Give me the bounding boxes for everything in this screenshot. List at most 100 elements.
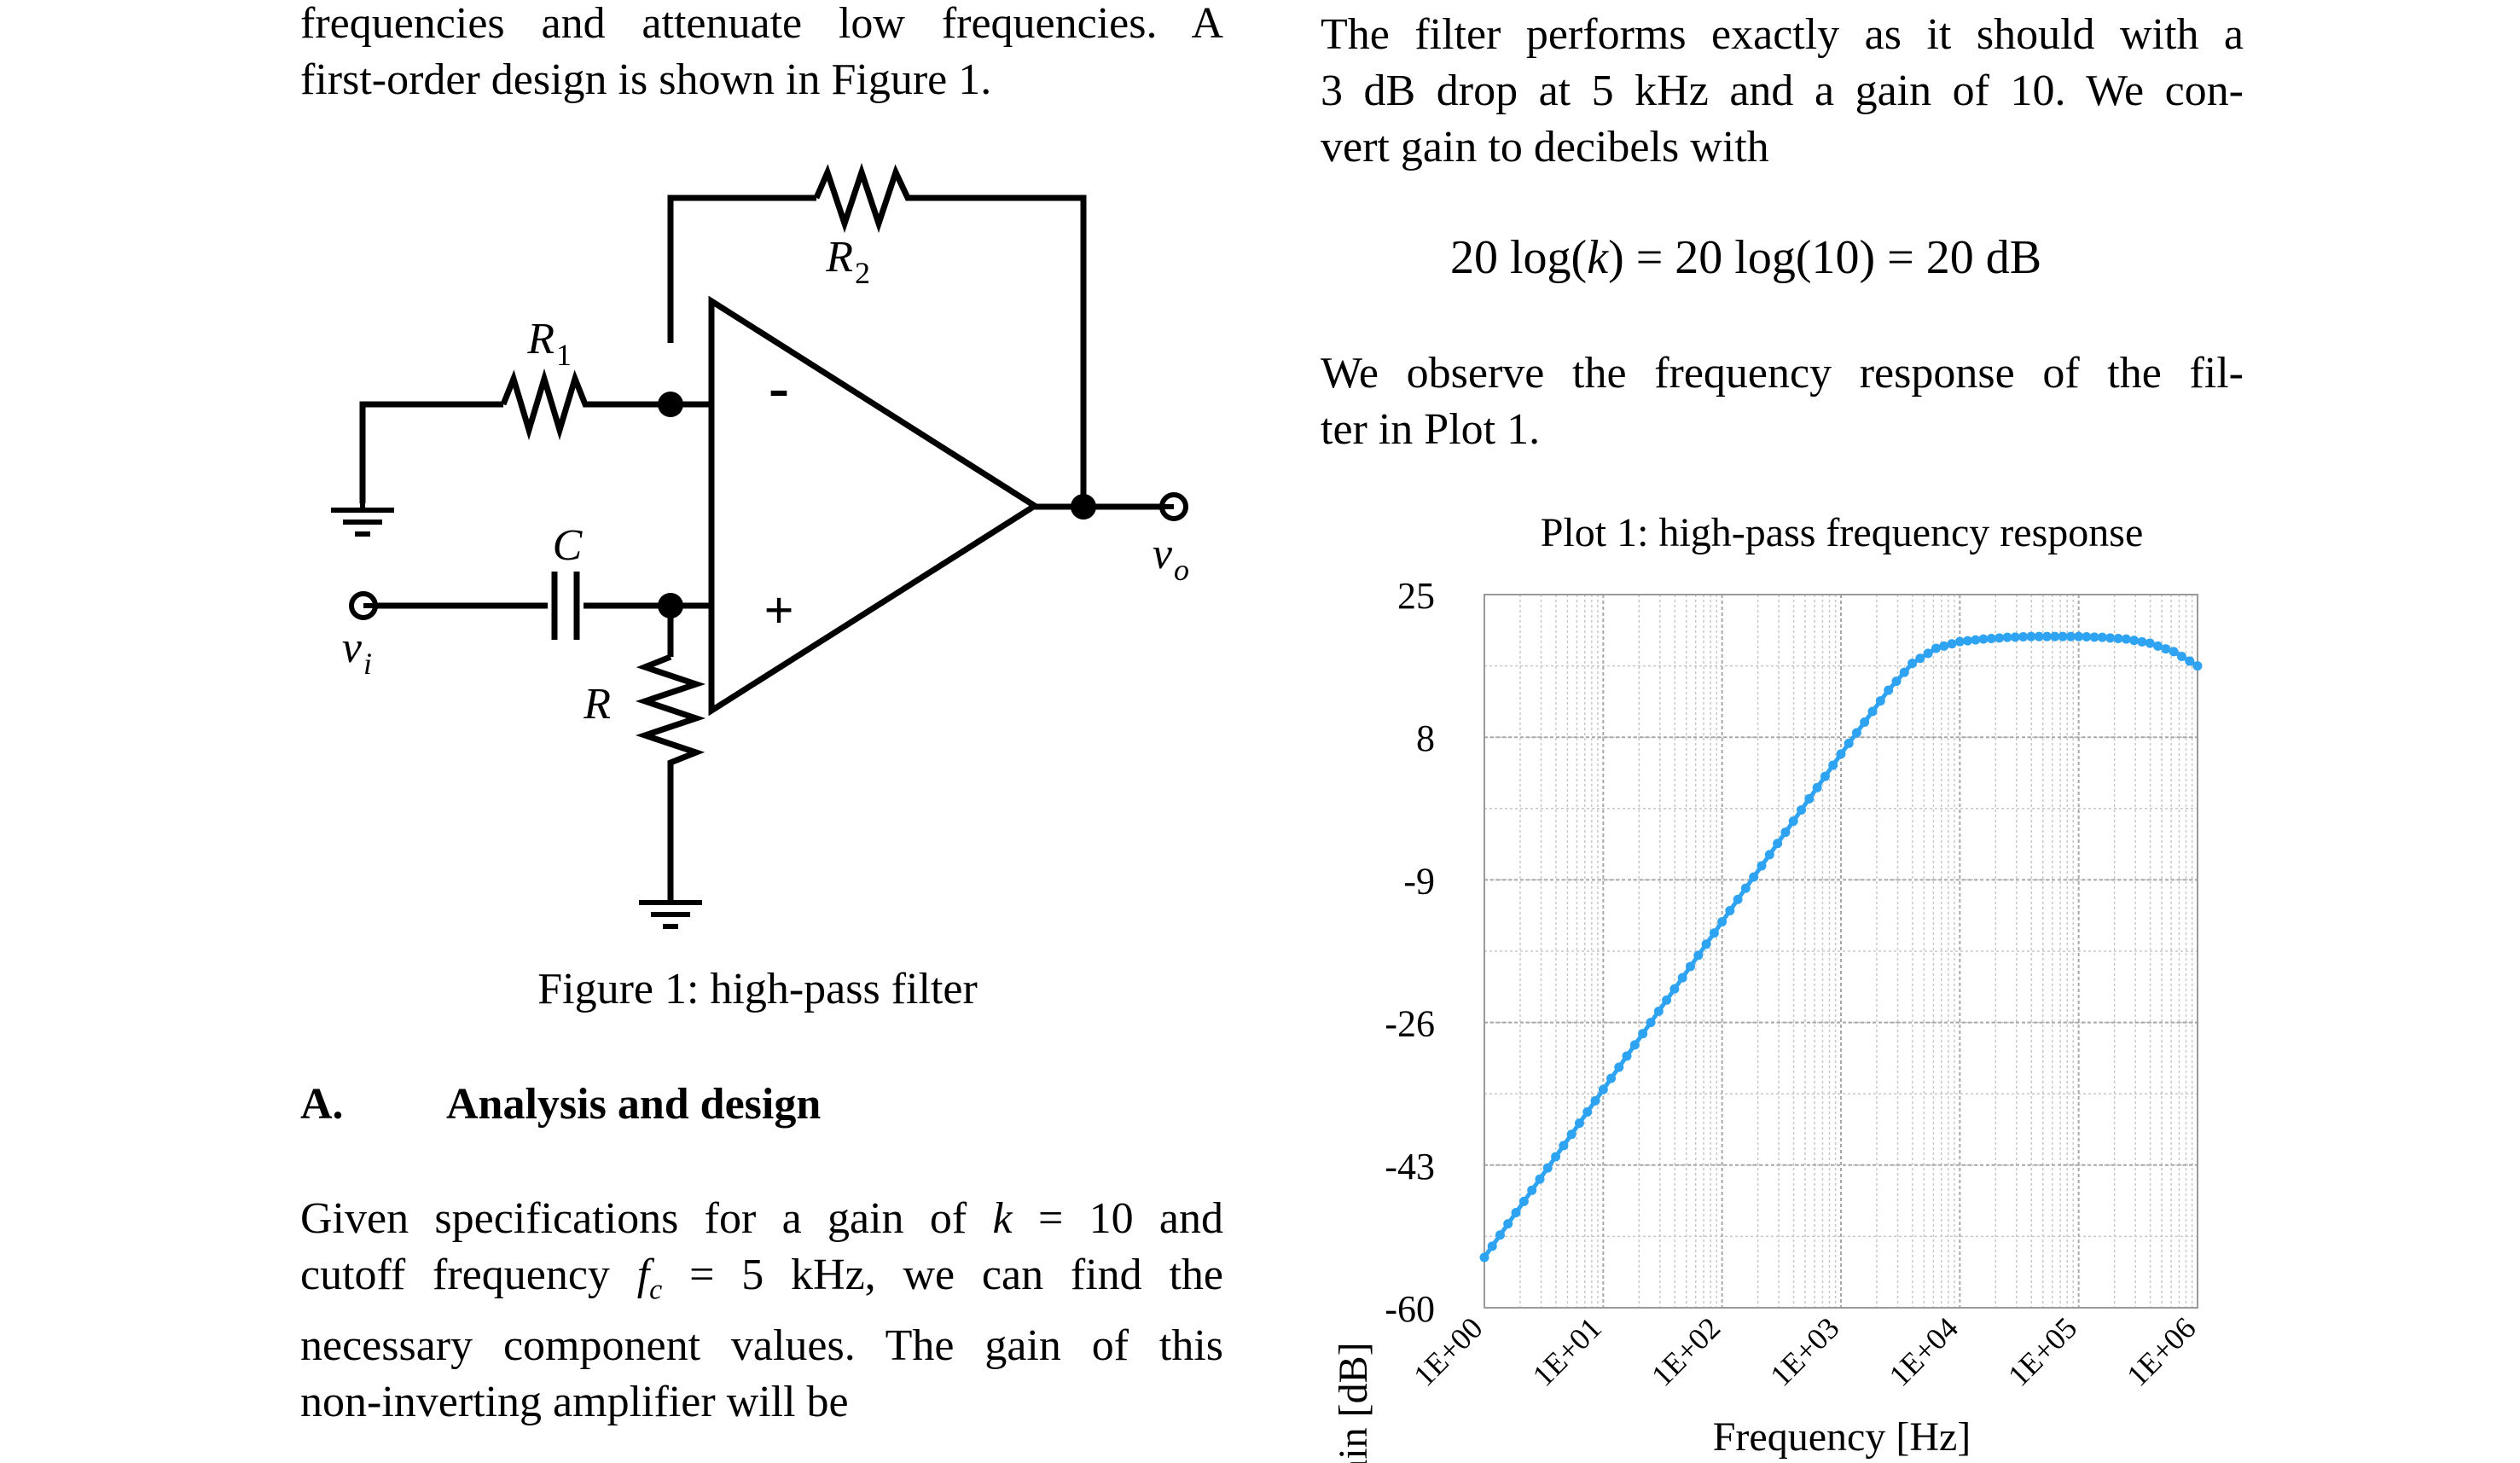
data-point — [1788, 816, 1798, 827]
data-point — [1907, 659, 1918, 669]
resistor-r — [635, 653, 706, 903]
data-point — [1971, 635, 1981, 645]
data-point — [2176, 651, 2186, 661]
data-point — [1527, 1185, 1537, 1195]
data-point — [1717, 917, 1727, 927]
resistor-r1 — [500, 368, 671, 441]
data-point — [1669, 984, 1680, 994]
intro-line: first-order design is shown in Figure 1. — [300, 55, 992, 104]
data-point — [1566, 1129, 1576, 1140]
section-title: Analysis and design — [446, 1080, 822, 1129]
x-tick-label: 1E+01 — [1526, 1310, 1608, 1392]
ground-icon — [331, 503, 394, 537]
label-r1-sub: 1 — [556, 338, 572, 372]
label-vo-sub: o — [1174, 553, 1189, 587]
figure-caption: Figure 1: high-pass filter — [537, 965, 978, 1013]
data-point — [1582, 1107, 1593, 1118]
data-point — [1574, 1118, 1584, 1129]
text-line: We observe the frequency response of the… — [1321, 349, 2244, 398]
data-point — [1851, 728, 1861, 738]
data-point — [1963, 636, 1973, 646]
data-point — [2042, 631, 2053, 642]
data-point — [1677, 972, 1687, 983]
x-tick-label: 1E+02 — [1645, 1310, 1727, 1392]
data-point — [1495, 1230, 1505, 1240]
data-point — [2185, 656, 2195, 666]
data-point — [2058, 631, 2068, 642]
data-point — [2161, 644, 2171, 654]
data-point — [1479, 1252, 1489, 1263]
data-point — [1954, 636, 1965, 647]
data-point — [2113, 633, 2123, 643]
text-line: vert gain to decibels with — [1321, 123, 1769, 171]
frequency-response-chart: Plot 1: high-pass frequency response 1E+… — [1331, 510, 2203, 1463]
data-point — [2065, 631, 2076, 642]
capacitor-c — [551, 572, 580, 640]
data-point — [2002, 632, 2012, 642]
text-line: ter in Plot 1. — [1321, 405, 1541, 454]
data-point — [1820, 771, 1830, 781]
data-point — [2034, 631, 2044, 642]
body-line: cutoff frequency fc = 5 kHz, we can find… — [300, 1251, 1223, 1306]
resistor-r2 — [813, 162, 919, 234]
data-point — [1836, 749, 1846, 759]
data-point — [1606, 1073, 1617, 1083]
data-point — [1931, 643, 1941, 653]
x-tick-label: 1E+06 — [2120, 1310, 2202, 1392]
data-point — [1511, 1208, 1521, 1218]
label-c: C — [553, 521, 584, 570]
label-r2: R — [825, 233, 853, 282]
data-point — [1638, 1029, 1648, 1039]
data-point — [1559, 1141, 1569, 1151]
wire-ground-left — [359, 401, 503, 503]
data-point — [1701, 939, 1711, 949]
y-axis-label: Gain [dB] — [1331, 1342, 1376, 1463]
data-point — [1884, 685, 1894, 695]
data-point — [1860, 717, 1870, 727]
data-point — [1915, 653, 1925, 664]
x-axis-label: Frequency [Hz] — [1713, 1414, 1971, 1460]
data-point — [2145, 638, 2155, 648]
data-point — [2089, 632, 2099, 642]
x-tick-label: 1E+05 — [2001, 1310, 2083, 1392]
text-line: 3 dB drop at 5 kHz and a gain of 10. We … — [1321, 67, 2244, 115]
data-point — [2105, 633, 2116, 643]
data-point — [1551, 1152, 1561, 1162]
data-point — [2018, 632, 2029, 642]
data-point — [2097, 632, 2107, 642]
data-point — [2153, 641, 2163, 651]
data-point — [1653, 1006, 1664, 1016]
data-point — [2050, 631, 2060, 642]
node-dot — [658, 593, 683, 618]
wire-feedback — [667, 194, 1087, 507]
data-point — [1614, 1062, 1624, 1072]
data-point — [1804, 793, 1815, 804]
body-paragraph: Given specifications for a gain of k = 1… — [300, 1191, 1223, 1431]
circuit-diagram: R 2 R 1 C R v i v o - + — [331, 162, 1189, 929]
body-line: Given specifications for a gain of k = 1… — [300, 1194, 1223, 1243]
data-point — [1709, 928, 1719, 938]
node-dot — [1071, 494, 1096, 520]
data-point — [1590, 1095, 1600, 1106]
data-point — [1749, 872, 1759, 882]
data-point — [2074, 631, 2084, 642]
y-tick-label: 8 — [1416, 717, 1435, 759]
data-point — [1764, 850, 1774, 860]
plot-frame — [1484, 594, 2198, 1309]
ground-icon — [639, 900, 702, 929]
label-vi: v — [342, 624, 363, 672]
data-point — [1756, 861, 1767, 871]
data-point — [1867, 706, 1878, 717]
opamp-triangle — [708, 295, 1041, 717]
y-tick-label: -9 — [1403, 860, 1435, 902]
data-point — [1978, 634, 1989, 644]
y-tick-label: -60 — [1385, 1288, 1435, 1330]
intro-paragraph: frequencies and attenuate low frequencie… — [300, 0, 1223, 108]
section-number: A. — [300, 1080, 344, 1129]
body-line: necessary component values. The gain of … — [300, 1321, 1223, 1371]
data-point — [1986, 633, 1996, 643]
data-point — [2169, 647, 2179, 657]
data-point — [1598, 1084, 1608, 1094]
data-point — [1780, 827, 1791, 838]
y-tick-label: -26 — [1385, 1003, 1435, 1045]
